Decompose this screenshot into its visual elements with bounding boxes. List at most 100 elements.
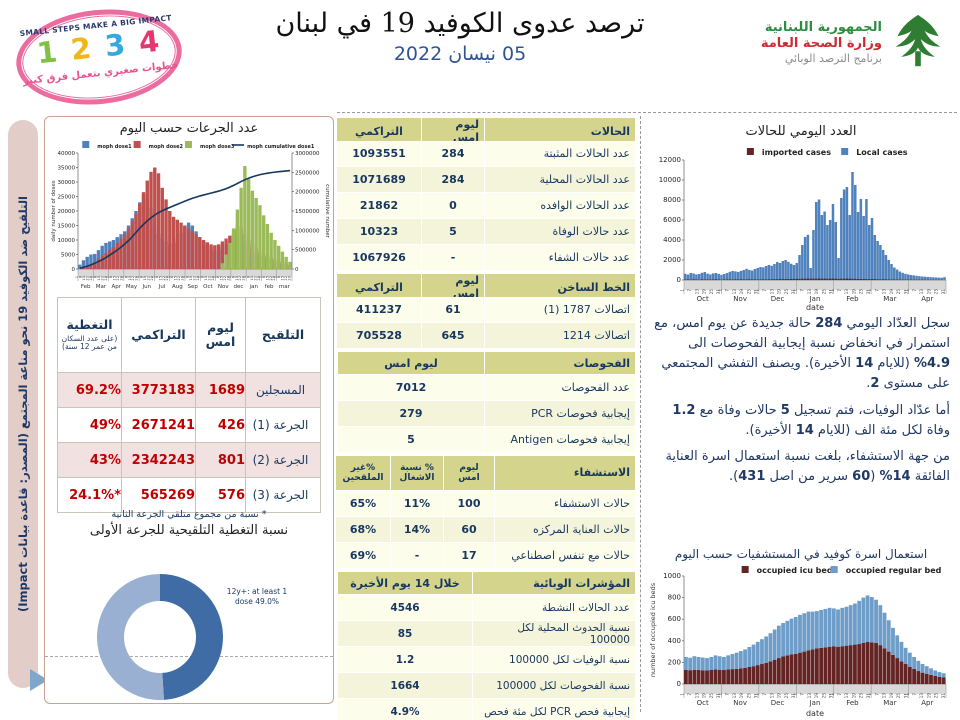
svg-text:1: 1	[792, 289, 797, 292]
svg-text:25: 25	[896, 289, 901, 295]
cell-value: 801	[195, 443, 245, 477]
svg-text:19: 19	[926, 693, 931, 699]
sidebar-label: التلقيح ضد الكوفيد 19 نحو مناعة المجتمع …	[16, 196, 30, 612]
svg-text:15000: 15000	[58, 224, 76, 230]
svg-text:15: 15	[265, 276, 269, 281]
column-header: ليوم امس	[338, 352, 484, 374]
summary-narrative: سجل العدّاد اليومي 284 حالة جديدة عن يوم…	[650, 314, 950, 493]
svg-text:1: 1	[75, 276, 79, 278]
row-label: عدد الحالات المحلية	[485, 167, 635, 192]
svg-text:15: 15	[250, 276, 254, 281]
svg-text:25: 25	[896, 693, 901, 699]
table-header-row: الحالات ليوم امس التراكمي	[337, 118, 635, 144]
doses-chart-title: عدد الجرعات حسب اليوم	[119, 121, 259, 136]
svg-text:31: 31	[791, 693, 796, 699]
column-header: ليوم امس	[422, 274, 484, 300]
svg-text:moph dose3: moph dose3	[200, 144, 235, 150]
svg-text:31: 31	[754, 289, 759, 295]
table-hotline: الخط الساخن ليوم امس التراكمي اتصالات 1787 …	[337, 274, 635, 349]
svg-text:8: 8	[155, 275, 159, 278]
column-header: الحالات	[485, 118, 635, 144]
cell-value: 43%	[57, 443, 121, 477]
svg-text:31: 31	[791, 289, 796, 295]
cell-value: 21862	[337, 193, 421, 218]
table-row: عدد الحالات المحلية 284 1071689	[337, 167, 635, 192]
svg-text:19: 19	[889, 693, 894, 699]
svg-text:7: 7	[912, 693, 917, 696]
row-label: الجرعة (1)	[245, 408, 321, 442]
cell-value: 411237	[337, 297, 421, 322]
svg-text:cumulative number: cumulative number	[324, 184, 330, 239]
svg-text:15: 15	[189, 276, 193, 281]
svg-text:25: 25	[821, 289, 826, 295]
svg-text:29: 29	[226, 275, 230, 280]
svg-text:0: 0	[72, 267, 76, 273]
moph-text: الجمهورية اللبنانية وزارة الصحة العامة ب…	[761, 20, 882, 66]
bed-occupancy-chart: 0 200 400 600 800 1000 number of occupied icu …	[648, 562, 954, 720]
svg-text:13: 13	[769, 289, 774, 295]
svg-text:22: 22	[284, 276, 288, 281]
report-date: 05 نيسان 2022	[393, 43, 527, 65]
cell-value: 705528	[337, 323, 421, 348]
svg-text:13: 13	[844, 693, 849, 699]
svg-text:19: 19	[777, 289, 782, 295]
svg-text:25: 25	[934, 693, 939, 699]
column-header: ليوم امس	[422, 118, 484, 144]
cell-value: 426	[195, 408, 245, 442]
svg-text:8: 8	[109, 275, 113, 278]
svg-text:22: 22	[101, 276, 105, 281]
svg-text:10000: 10000	[659, 176, 681, 184]
svg-text:19: 19	[702, 693, 707, 699]
table-hosp: الاستشفاء ليوم امس% نسبة الاشغال %غير المل…	[336, 456, 635, 569]
svg-text:Oct: Oct	[203, 284, 213, 290]
table-row: عدد الفحوصات 7012	[337, 375, 635, 400]
cell-value: -	[391, 543, 443, 568]
svg-text:1: 1	[755, 289, 760, 292]
column-header: %غير الملقحين	[336, 456, 390, 490]
svg-text:number of occupied icu beds: number of occupied icu beds	[649, 582, 657, 677]
svg-text:7: 7	[687, 693, 692, 696]
svg-text:200: 200	[668, 658, 681, 666]
svg-text:25: 25	[934, 289, 939, 295]
svg-text:22: 22	[269, 276, 273, 281]
svg-text:2000: 2000	[663, 256, 681, 264]
svg-text:25: 25	[859, 289, 864, 295]
cell-value: 284	[422, 167, 484, 192]
svg-text:15: 15	[158, 276, 162, 281]
svg-text:1: 1	[243, 276, 247, 278]
svg-text:1: 1	[90, 276, 94, 278]
svg-text:13: 13	[807, 289, 812, 295]
next-arrow-icon[interactable]	[30, 669, 48, 691]
cell-value: 14%	[391, 517, 443, 542]
svg-text:31: 31	[941, 289, 946, 295]
cedar-tree-icon	[890, 12, 946, 74]
moph-line3: برنامج الترصد الوبائي	[784, 52, 882, 66]
table-row: الجرعة (3) 576 565269 24.1%*	[57, 478, 321, 513]
table-cases: الحالات ليوم امس التراكمي عدد الحالات المثب…	[337, 118, 635, 271]
svg-text:0: 0	[295, 267, 299, 273]
svg-text:Nov: Nov	[733, 295, 747, 303]
svg-text:1: 1	[106, 276, 110, 278]
svg-text:1: 1	[830, 289, 835, 292]
svg-text:22: 22	[146, 276, 150, 281]
svg-text:1: 1	[274, 276, 278, 278]
svg-text:Sep: Sep	[187, 284, 198, 290]
svg-text:31: 31	[754, 693, 759, 699]
column-header: التراكمي	[337, 274, 421, 300]
svg-text:8000: 8000	[663, 196, 681, 204]
svg-text:Feb: Feb	[846, 295, 859, 303]
digit-3: 3	[103, 27, 127, 64]
table-row: إيجابية فحوصات Antigen 5	[337, 427, 635, 452]
svg-text:1: 1	[867, 693, 872, 696]
svg-text:1: 1	[905, 693, 910, 696]
row-label: نسبة الوفيات لكل 100000	[473, 647, 635, 672]
cell-value: 576	[195, 478, 245, 512]
row-label: نسبة الفحوصات لكل 100000	[473, 673, 635, 698]
left-dashed-divider	[45, 656, 333, 657]
row-label: عدد الحالات الوافده	[485, 193, 635, 218]
svg-text:1: 1	[121, 276, 125, 278]
svg-text:Jul: Jul	[158, 284, 166, 290]
row-label: حالات الاستشفاء	[495, 491, 635, 516]
svg-text:22: 22	[162, 276, 166, 281]
